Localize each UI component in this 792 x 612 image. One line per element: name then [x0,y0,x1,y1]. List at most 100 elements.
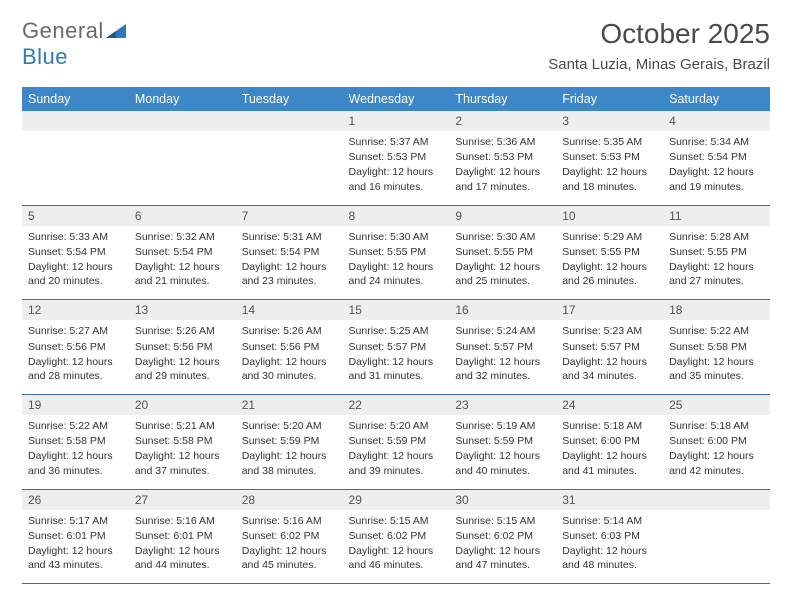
daylight-line: Daylight: 12 hours and 31 minutes. [349,355,444,383]
calendar-day-cell: 25Sunrise: 5:18 AMSunset: 6:00 PMDayligh… [663,395,770,490]
weekday-header: Sunday [22,87,129,111]
calendar-day-cell: 28Sunrise: 5:16 AMSunset: 6:02 PMDayligh… [236,489,343,584]
sunset-line: Sunset: 5:55 PM [455,245,550,259]
day-number: 25 [663,395,770,415]
logo: General Blue [22,18,126,70]
sunset-line: Sunset: 5:55 PM [562,245,657,259]
weekday-header: Wednesday [343,87,450,111]
daylight-line: Daylight: 12 hours and 34 minutes. [562,355,657,383]
sunrise-line: Sunrise: 5:27 AM [28,324,123,338]
sunrise-line: Sunrise: 5:22 AM [669,324,764,338]
daylight-line: Daylight: 12 hours and 40 minutes. [455,449,550,477]
daylight-line: Daylight: 12 hours and 28 minutes. [28,355,123,383]
sunset-line: Sunset: 5:53 PM [455,150,550,164]
day-number [129,111,236,131]
sunset-line: Sunset: 5:59 PM [349,434,444,448]
day-body: Sunrise: 5:20 AMSunset: 5:59 PMDaylight:… [236,415,343,489]
day-body: Sunrise: 5:19 AMSunset: 5:59 PMDaylight:… [449,415,556,489]
day-number: 31 [556,490,663,510]
logo-text-2: Blue [22,44,68,69]
day-number: 15 [343,300,450,320]
calendar-day-cell: 20Sunrise: 5:21 AMSunset: 5:58 PMDayligh… [129,395,236,490]
sunrise-line: Sunrise: 5:23 AM [562,324,657,338]
day-body: Sunrise: 5:26 AMSunset: 5:56 PMDaylight:… [236,320,343,394]
calendar-day-cell: 13Sunrise: 5:26 AMSunset: 5:56 PMDayligh… [129,300,236,395]
day-body: Sunrise: 5:16 AMSunset: 6:01 PMDaylight:… [129,510,236,584]
sunrise-line: Sunrise: 5:21 AM [135,419,230,433]
sunrise-line: Sunrise: 5:32 AM [135,230,230,244]
day-body: Sunrise: 5:29 AMSunset: 5:55 PMDaylight:… [556,226,663,300]
calendar-empty-cell [129,111,236,205]
day-body: Sunrise: 5:30 AMSunset: 5:55 PMDaylight:… [449,226,556,300]
day-number: 3 [556,111,663,131]
sunset-line: Sunset: 5:57 PM [562,340,657,354]
daylight-line: Daylight: 12 hours and 24 minutes. [349,260,444,288]
daylight-line: Daylight: 12 hours and 45 minutes. [242,544,337,572]
sunrise-line: Sunrise: 5:18 AM [562,419,657,433]
page-title: October 2025 [548,18,770,50]
sunrise-line: Sunrise: 5:24 AM [455,324,550,338]
weekday-header: Friday [556,87,663,111]
sunset-line: Sunset: 6:01 PM [28,529,123,543]
day-body: Sunrise: 5:22 AMSunset: 5:58 PMDaylight:… [663,320,770,394]
daylight-line: Daylight: 12 hours and 47 minutes. [455,544,550,572]
weekday-header: Tuesday [236,87,343,111]
day-body: Sunrise: 5:14 AMSunset: 6:03 PMDaylight:… [556,510,663,584]
day-number: 30 [449,490,556,510]
day-number: 17 [556,300,663,320]
day-body: Sunrise: 5:18 AMSunset: 6:00 PMDaylight:… [663,415,770,489]
sunrise-line: Sunrise: 5:34 AM [669,135,764,149]
calendar-empty-cell [22,111,129,205]
calendar-day-cell: 12Sunrise: 5:27 AMSunset: 5:56 PMDayligh… [22,300,129,395]
day-number: 6 [129,206,236,226]
calendar-day-cell: 29Sunrise: 5:15 AMSunset: 6:02 PMDayligh… [343,489,450,584]
day-number: 5 [22,206,129,226]
weekday-header-row: SundayMondayTuesdayWednesdayThursdayFrid… [22,87,770,111]
calendar-empty-cell [663,489,770,584]
daylight-line: Daylight: 12 hours and 25 minutes. [455,260,550,288]
daylight-line: Daylight: 12 hours and 43 minutes. [28,544,123,572]
sunrise-line: Sunrise: 5:35 AM [562,135,657,149]
day-number: 8 [343,206,450,226]
sunset-line: Sunset: 5:54 PM [669,150,764,164]
sunrise-line: Sunrise: 5:14 AM [562,514,657,528]
sunrise-line: Sunrise: 5:33 AM [28,230,123,244]
sunset-line: Sunset: 5:59 PM [455,434,550,448]
sunrise-line: Sunrise: 5:36 AM [455,135,550,149]
calendar-day-cell: 14Sunrise: 5:26 AMSunset: 5:56 PMDayligh… [236,300,343,395]
daylight-line: Daylight: 12 hours and 41 minutes. [562,449,657,477]
logo-triangle-icon [106,18,126,44]
sunrise-line: Sunrise: 5:16 AM [135,514,230,528]
calendar-day-cell: 6Sunrise: 5:32 AMSunset: 5:54 PMDaylight… [129,205,236,300]
daylight-line: Daylight: 12 hours and 37 minutes. [135,449,230,477]
weekday-header: Monday [129,87,236,111]
sunrise-line: Sunrise: 5:15 AM [455,514,550,528]
day-body: Sunrise: 5:32 AMSunset: 5:54 PMDaylight:… [129,226,236,300]
calendar-day-cell: 5Sunrise: 5:33 AMSunset: 5:54 PMDaylight… [22,205,129,300]
logo-text-1: General [22,18,104,43]
day-number: 11 [663,206,770,226]
day-body: Sunrise: 5:28 AMSunset: 5:55 PMDaylight:… [663,226,770,300]
daylight-line: Daylight: 12 hours and 36 minutes. [28,449,123,477]
sunset-line: Sunset: 5:59 PM [242,434,337,448]
calendar-week-row: 12Sunrise: 5:27 AMSunset: 5:56 PMDayligh… [22,300,770,395]
calendar-day-cell: 7Sunrise: 5:31 AMSunset: 5:54 PMDaylight… [236,205,343,300]
page-subtitle: Santa Luzia, Minas Gerais, Brazil [548,56,770,73]
day-body: Sunrise: 5:21 AMSunset: 5:58 PMDaylight:… [129,415,236,489]
sunset-line: Sunset: 5:58 PM [135,434,230,448]
day-number: 14 [236,300,343,320]
calendar-day-cell: 24Sunrise: 5:18 AMSunset: 6:00 PMDayligh… [556,395,663,490]
sunset-line: Sunset: 5:54 PM [135,245,230,259]
day-body: Sunrise: 5:31 AMSunset: 5:54 PMDaylight:… [236,226,343,300]
day-body: Sunrise: 5:25 AMSunset: 5:57 PMDaylight:… [343,320,450,394]
calendar-day-cell: 10Sunrise: 5:29 AMSunset: 5:55 PMDayligh… [556,205,663,300]
calendar-day-cell: 22Sunrise: 5:20 AMSunset: 5:59 PMDayligh… [343,395,450,490]
sunrise-line: Sunrise: 5:30 AM [349,230,444,244]
daylight-line: Daylight: 12 hours and 21 minutes. [135,260,230,288]
day-body: Sunrise: 5:20 AMSunset: 5:59 PMDaylight:… [343,415,450,489]
calendar-day-cell: 9Sunrise: 5:30 AMSunset: 5:55 PMDaylight… [449,205,556,300]
sunrise-line: Sunrise: 5:17 AM [28,514,123,528]
daylight-line: Daylight: 12 hours and 23 minutes. [242,260,337,288]
day-number: 22 [343,395,450,415]
sunrise-line: Sunrise: 5:28 AM [669,230,764,244]
